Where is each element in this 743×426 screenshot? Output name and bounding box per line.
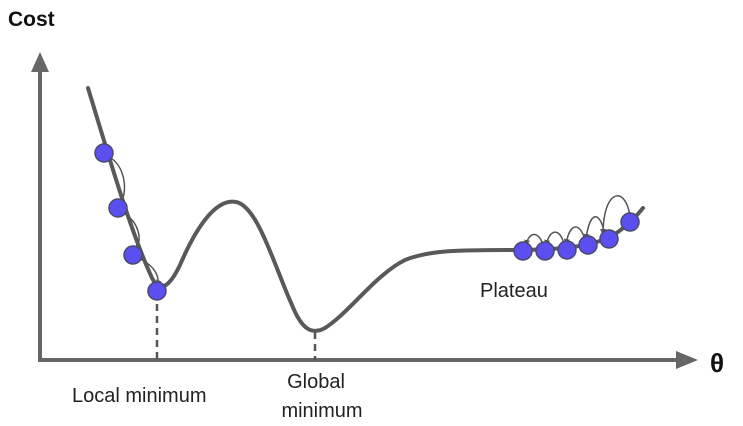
cost-curve — [86, 86, 645, 333]
global-minimum-label-line1: Global — [287, 371, 345, 393]
y-axis-title: Cost — [8, 8, 55, 31]
plateau-arrow — [544, 231, 565, 246]
step-ball — [123, 245, 143, 265]
step-ball — [599, 229, 619, 249]
plateau-arrow — [563, 226, 586, 245]
step-ball — [535, 241, 555, 261]
x-axis-arrowhead — [676, 351, 698, 369]
step-ball — [108, 198, 128, 218]
step-ball — [94, 143, 114, 163]
gradient-steps — [94, 143, 640, 301]
y-axis-arrowhead — [31, 52, 49, 72]
local-minimum-label: Local minimum — [72, 385, 206, 407]
axes — [31, 52, 698, 369]
step-ball — [147, 281, 167, 301]
plateau-label: Plateau — [480, 280, 548, 302]
step-ball — [513, 241, 533, 261]
step-ball — [578, 235, 598, 255]
plateau-arrow — [583, 216, 606, 240]
x-axis-title: θ — [710, 348, 724, 378]
global-minimum-label-line2: minimum — [281, 400, 362, 422]
step-ball — [620, 212, 640, 232]
step-ball — [557, 240, 577, 260]
plateau-arrow — [600, 195, 631, 235]
